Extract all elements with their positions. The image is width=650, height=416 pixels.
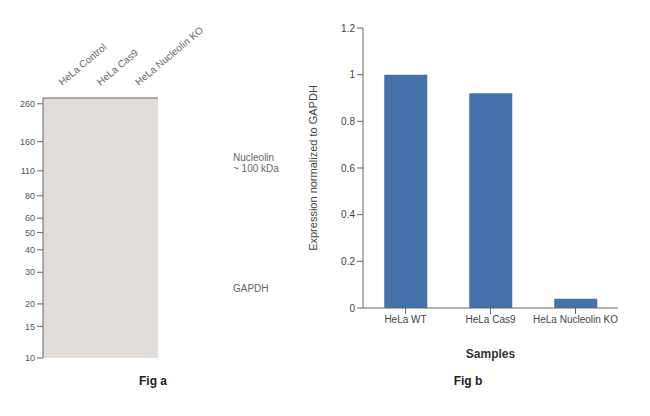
svg-text:30: 30	[25, 267, 35, 277]
svg-text:1.2: 1.2	[341, 23, 355, 34]
svg-text:HeLa Nucleolin KO: HeLa Nucleolin KO	[133, 24, 205, 87]
svg-text:40: 40	[25, 245, 35, 255]
html-text:Fig b: Fig b	[453, 374, 483, 388]
svg-text:60: 60	[25, 213, 35, 223]
svg-text:260: 260	[20, 99, 35, 109]
svg-text:1: 1	[349, 69, 355, 80]
svg-text:10: 10	[25, 353, 35, 363]
svg-text:Samples: Samples	[466, 347, 516, 361]
svg-text:HeLa Cas9: HeLa Cas9	[95, 47, 141, 88]
html-text:GAPDH: GAPDH	[233, 282, 269, 294]
svg-text:20: 20	[25, 299, 35, 309]
svg-text:0.4: 0.4	[341, 209, 355, 220]
svg-text:0.2: 0.2	[341, 256, 355, 267]
svg-text:110: 110	[21, 166, 35, 176]
svg-text:0.8: 0.8	[341, 116, 355, 127]
svg-text:HeLa WT: HeLa WT	[384, 314, 426, 325]
svg-text:HeLa Control: HeLa Control	[56, 41, 109, 88]
svg-text:0: 0	[349, 303, 355, 314]
svg-text:160: 160	[20, 137, 35, 147]
svg-text:80: 80	[25, 191, 35, 201]
svg-text:Expression normalized to GAPDH: Expression normalized to GAPDH	[307, 85, 319, 251]
svg-text:HeLa Cas9: HeLa Cas9	[465, 314, 515, 325]
svg-text:HeLa Nucleolin KO: HeLa Nucleolin KO	[533, 314, 618, 325]
svg-text:15: 15	[25, 322, 35, 332]
html-text:Fig a: Fig a	[139, 374, 167, 388]
html-text:Nucleolin ~ 100 kDa: Nucleolin ~ 100 kDa	[233, 152, 279, 175]
svg-text:0.6: 0.6	[341, 163, 355, 174]
svg-text:50: 50	[25, 228, 35, 238]
